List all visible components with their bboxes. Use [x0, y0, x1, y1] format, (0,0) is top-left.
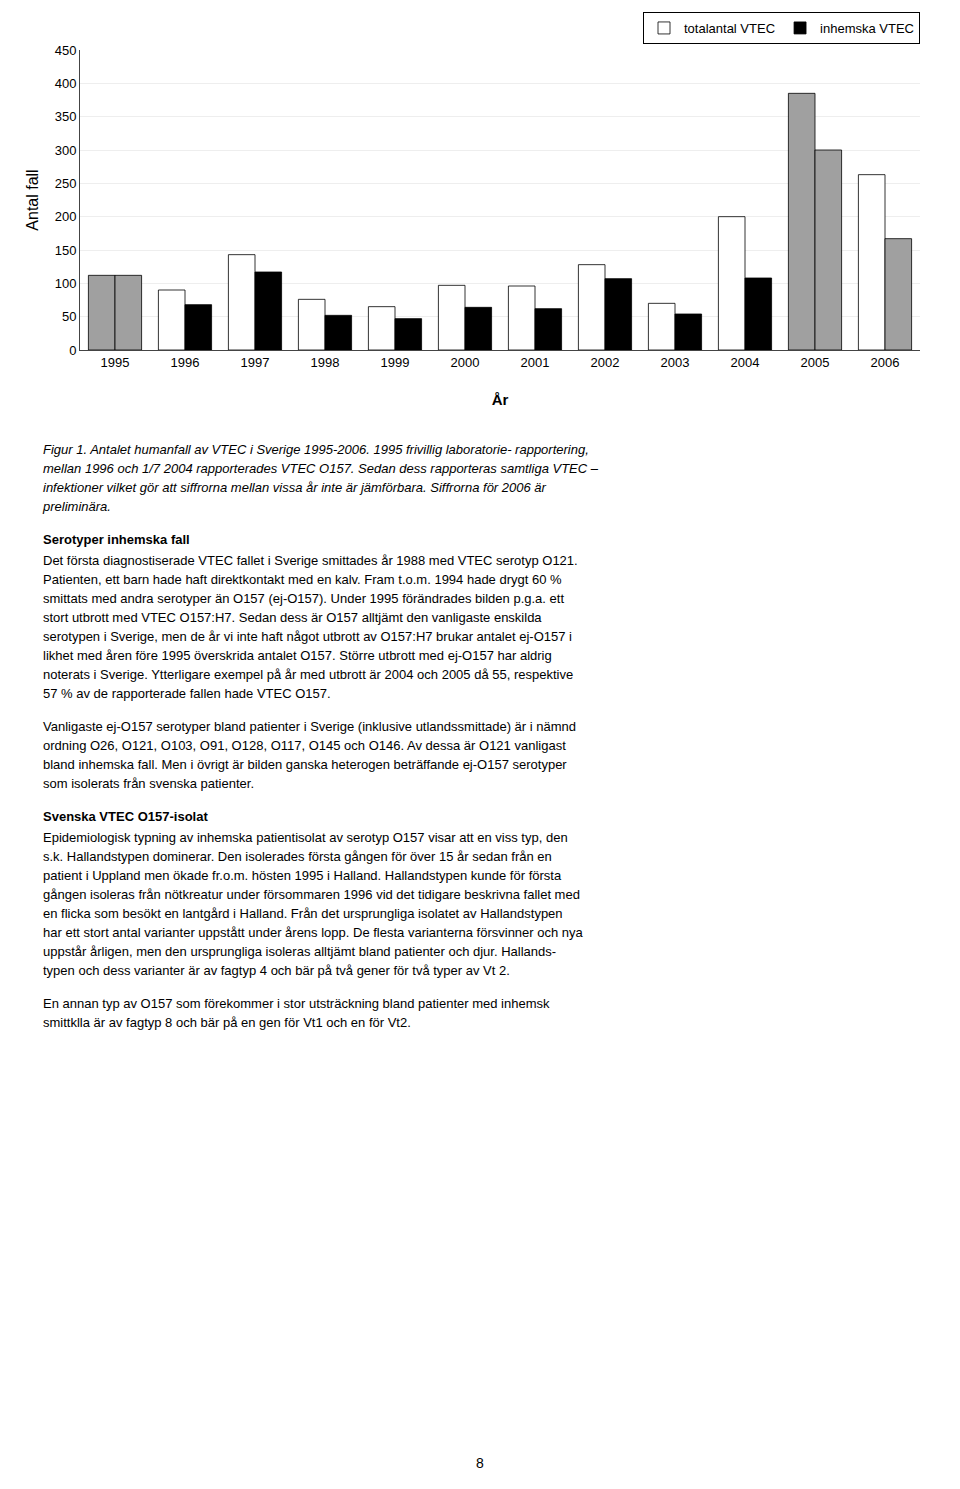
html-text:serotypen i Sverige, men de år: serotypen i Sverige, men de år vi inte h… — [43, 629, 572, 644]
svg-text:400: 400 — [55, 76, 77, 91]
svg-text:2003: 2003 — [661, 355, 690, 370]
html-text:Det första diagnostiserade VTE: Det första diagnostiserade VTEC fallet i… — [43, 553, 578, 568]
svg-text:1995: 1995 — [101, 355, 130, 370]
svg-text:350: 350 — [55, 109, 77, 124]
html-text:har ett stort antal varianter: har ett stort antal varianter uppstått u… — [43, 925, 583, 940]
svg-text:50: 50 — [62, 309, 76, 324]
svg-text:250: 250 — [55, 176, 77, 191]
html-text:gången isoleras från nötkreatu: gången isoleras från nötkreatur under fö… — [43, 887, 580, 902]
svg-text:150: 150 — [55, 243, 77, 258]
svg-text:200: 200 — [55, 209, 77, 224]
html-text:noterats i Sverige. Ytterligar: noterats i Sverige. Ytterligare exempel … — [43, 667, 574, 682]
html-text:patient i Uppland men ökade fr: patient i Uppland men ökade fr.o.m. höst… — [43, 868, 562, 883]
svg-text:100: 100 — [55, 276, 77, 291]
html-text:smittklla är av fagtyp 8 och b: smittklla är av fagtyp 8 och bär på en g… — [43, 1015, 411, 1030]
html-text:57 % av de rapporterade fallen: 57 % av de rapporterade fallen hade VTEC… — [43, 686, 331, 701]
html-text:typen och dess varianter är av: typen och dess varianter är av fagtyp 4 … — [43, 963, 510, 978]
svg-text:Antal fall: Antal fall — [24, 169, 41, 230]
html-text:Vanligaste ej-O157 serotyper b: Vanligaste ej-O157 serotyper bland patie… — [43, 719, 576, 734]
html-text:Epidemiologisk typning av inhe: Epidemiologisk typning av inhemska patie… — [43, 830, 568, 845]
html-text:ordning O26, O121, O103, O91,: ordning O26, O121, O103, O91, O128, O117… — [43, 738, 566, 753]
html-text:smittats med andra serotyper ä: smittats med andra serotyper än O157 (ej… — [43, 591, 564, 606]
svg-text:1999: 1999 — [381, 355, 410, 370]
html-text:infektioner vilket gör att sif: infektioner vilket gör att siffrorna mel… — [43, 480, 546, 495]
svg-text:300: 300 — [55, 143, 77, 158]
svg-text:2000: 2000 — [451, 355, 480, 370]
svg-text:inhemska VTEC: inhemska VTEC — [820, 21, 914, 36]
html-text:8: 8 — [476, 1455, 484, 1471]
html-text:en flicka som besökt en lantgå: en flicka som besökt en lantgård i Halla… — [43, 906, 563, 921]
html-text:En annan typ av O157 som förek: En annan typ av O157 som förekommer i st… — [43, 996, 550, 1011]
svg-text:2006: 2006 — [871, 355, 900, 370]
html-text:s.k. Hallandstypen dominerar.: s.k. Hallandstypen dominerar. Den isoler… — [43, 849, 552, 864]
svg-text:År: År — [492, 391, 509, 408]
svg-text:1996: 1996 — [171, 355, 200, 370]
html-text:uppstår årligen, men den urspr: uppstår årligen, men den ursprungliga is… — [43, 944, 557, 959]
svg-text:1998: 1998 — [311, 355, 340, 370]
svg-text:2005: 2005 — [801, 355, 830, 370]
html-text:Figur 1. Antalet humanfall av: Figur 1. Antalet humanfall av VTEC i Sve… — [43, 442, 589, 457]
html-text:stort utbrott med VTEC O157:H7: stort utbrott med VTEC O157:H7. Sedan de… — [43, 610, 542, 625]
html-text:preliminära.: preliminära. — [43, 499, 111, 514]
html-text:Patienten, ett barn hade haft: Patienten, ett barn hade haft direktkont… — [43, 572, 562, 587]
svg-text:2002: 2002 — [591, 355, 620, 370]
html-text:likhet med åren före 1995 över: likhet med åren före 1995 överskrida ant… — [43, 648, 552, 663]
html-text:som isolerats från svenska pat: som isolerats från svenska patienter. — [43, 776, 254, 791]
html-text:Svenska VTEC O157-isolat: Svenska VTEC O157-isolat — [43, 809, 208, 824]
html-text:Serotyper inhemska fall: Serotyper inhemska fall — [43, 532, 190, 547]
html-text:mellan 1996 och 1/7 2004 rappo: mellan 1996 och 1/7 2004 rapporterades V… — [43, 461, 598, 476]
svg-text:2004: 2004 — [731, 355, 760, 370]
svg-text:0: 0 — [69, 343, 76, 358]
html-text:bland inhemska fall. Men i övr: bland inhemska fall. Men i övrigt är bil… — [43, 757, 567, 772]
svg-text:totalantal VTEC: totalantal VTEC — [684, 21, 775, 36]
svg-text:1997: 1997 — [241, 355, 270, 370]
svg-text:2001: 2001 — [521, 355, 550, 370]
svg-text:450: 450 — [55, 43, 77, 58]
